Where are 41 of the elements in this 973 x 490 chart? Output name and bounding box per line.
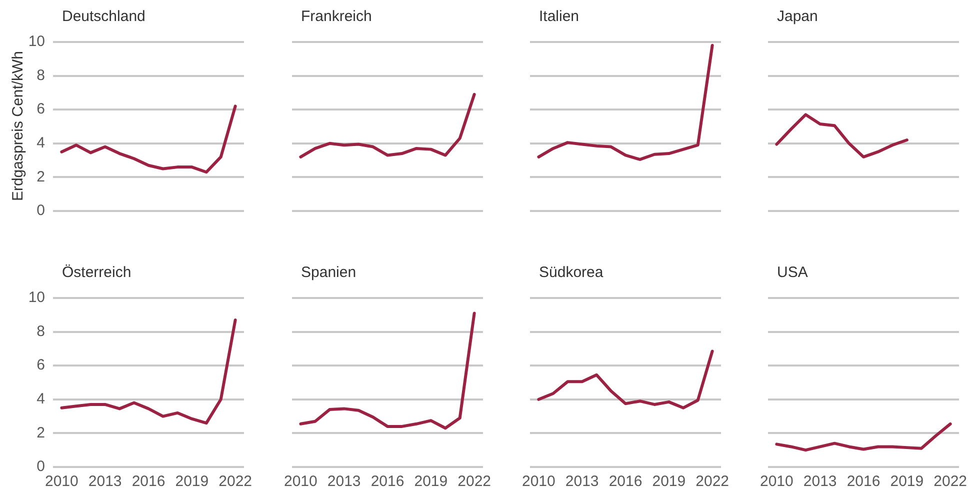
x-tick-label: 2019 bbox=[414, 473, 448, 490]
y-tick-label: 8 bbox=[36, 66, 45, 84]
x-tick-label: 2013 bbox=[803, 473, 837, 490]
x-tick-label: 2016 bbox=[608, 473, 642, 490]
y-axis-title: Erdgaspreis Cent/kWh bbox=[10, 50, 26, 202]
chart-title: USA bbox=[777, 264, 808, 281]
y-tick-label: 0 bbox=[36, 458, 45, 476]
chart-title: Südkorea bbox=[539, 264, 604, 281]
x-tick-label: 2010 bbox=[284, 473, 318, 490]
y-tick-label: 8 bbox=[36, 322, 45, 340]
x-tick-label: 2022 bbox=[458, 473, 492, 490]
chart-title: Österreich bbox=[62, 264, 132, 281]
y-tick-label: 4 bbox=[36, 390, 45, 408]
x-tick-label: 2019 bbox=[175, 473, 209, 490]
x-tick-label: 2013 bbox=[565, 473, 599, 490]
chart-title: Italien bbox=[539, 8, 580, 25]
y-tick-label: 6 bbox=[36, 100, 45, 118]
x-tick-label: 2022 bbox=[934, 473, 968, 490]
x-tick-label: 2022 bbox=[696, 473, 730, 490]
y-tick-label: 10 bbox=[28, 33, 45, 50]
y-tick-label: 4 bbox=[36, 134, 45, 152]
x-tick-label: 2019 bbox=[652, 473, 686, 490]
x-tick-label: 2022 bbox=[218, 473, 252, 490]
x-tick-label: 2019 bbox=[890, 473, 924, 490]
y-tick-label: 2 bbox=[36, 168, 45, 186]
chart-title: Japan bbox=[777, 8, 818, 25]
chart-title: Deutschland bbox=[62, 8, 146, 25]
y-tick-label: 10 bbox=[28, 289, 45, 306]
x-tick-label: 2010 bbox=[44, 473, 78, 490]
chart-title: Spanien bbox=[301, 264, 356, 281]
y-tick-label: 0 bbox=[36, 202, 45, 220]
chart-title: Frankreich bbox=[301, 8, 372, 25]
x-tick-label: 2013 bbox=[327, 473, 361, 490]
x-tick-label: 2010 bbox=[522, 473, 556, 490]
y-tick-label: 6 bbox=[36, 356, 45, 374]
x-tick-label: 2016 bbox=[132, 473, 166, 490]
x-tick-label: 2016 bbox=[846, 473, 880, 490]
y-tick-label: 2 bbox=[36, 424, 45, 442]
x-tick-label: 2010 bbox=[760, 473, 794, 490]
x-tick-label: 2013 bbox=[88, 473, 122, 490]
x-tick-label: 2016 bbox=[370, 473, 404, 490]
